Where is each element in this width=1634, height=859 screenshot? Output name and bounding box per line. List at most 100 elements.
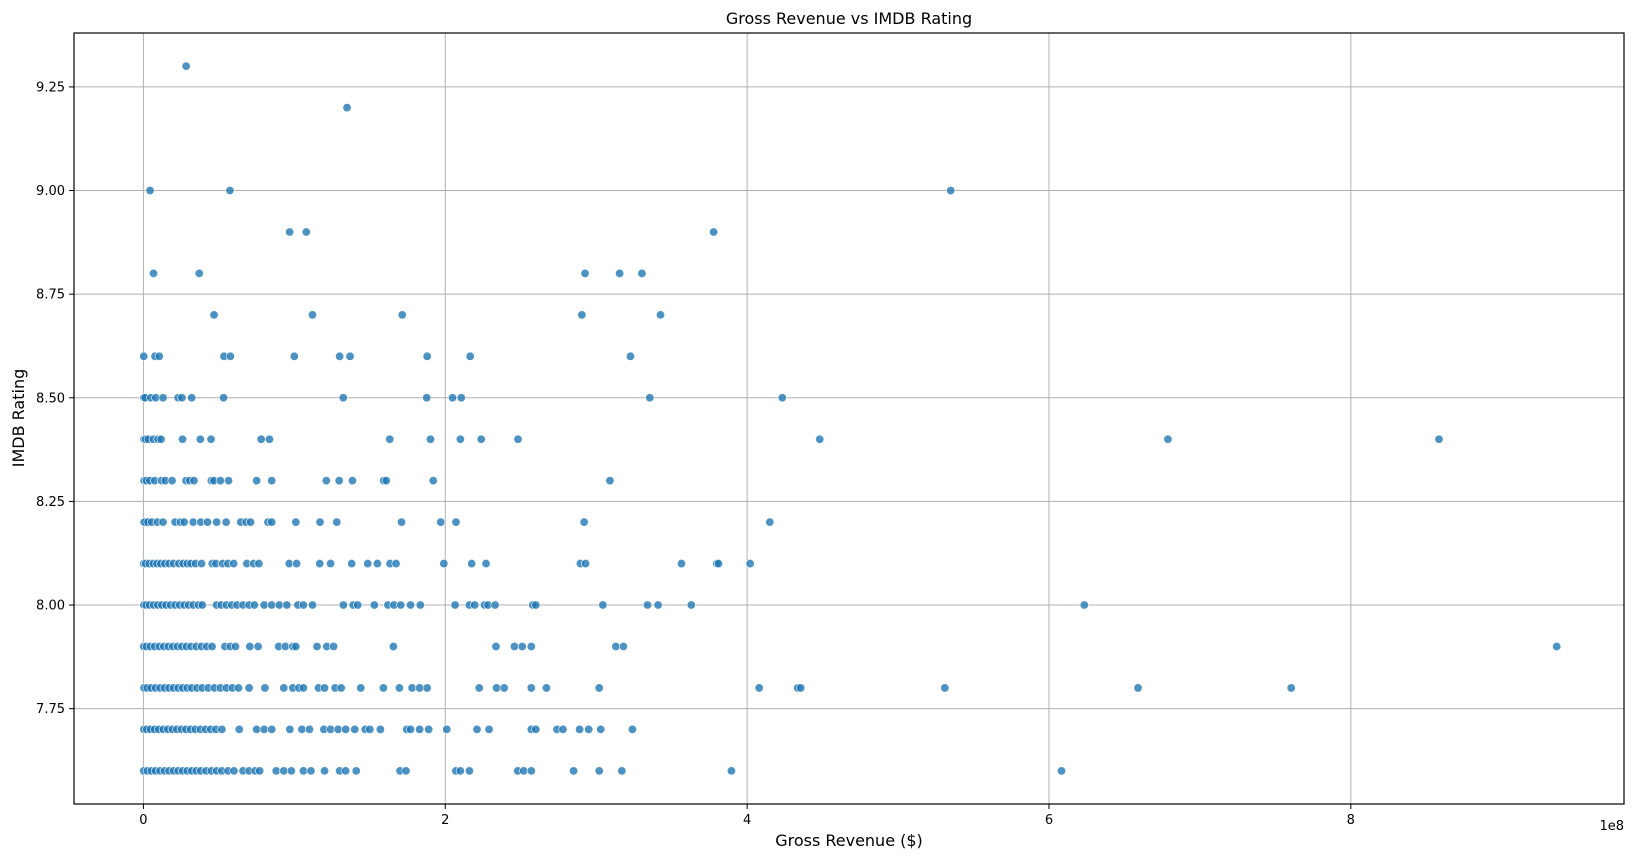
data-point bbox=[212, 517, 222, 527]
data-point bbox=[615, 268, 625, 278]
data-point bbox=[513, 434, 523, 444]
data-point bbox=[256, 434, 266, 444]
x-axis-label: Gross Revenue ($) bbox=[775, 831, 923, 850]
data-point bbox=[203, 517, 213, 527]
data-point bbox=[451, 517, 461, 527]
data-point bbox=[338, 600, 348, 610]
data-point bbox=[230, 641, 240, 651]
data-point bbox=[754, 683, 764, 693]
data-point bbox=[653, 600, 663, 610]
data-point bbox=[456, 393, 466, 403]
data-point bbox=[422, 393, 432, 403]
data-point bbox=[617, 766, 627, 776]
data-point bbox=[224, 476, 234, 486]
data-point bbox=[350, 724, 360, 734]
data-point bbox=[145, 186, 155, 196]
data-point bbox=[297, 724, 307, 734]
data-point bbox=[946, 186, 956, 196]
ticks-layer: 0 2 4 6 8 7.75 8.00 8.25 8.50 8.75 9.00 9.25 bbox=[36, 80, 1355, 828]
data-point bbox=[225, 186, 235, 196]
data-point bbox=[307, 310, 317, 320]
data-point bbox=[531, 724, 541, 734]
data-point bbox=[321, 476, 331, 486]
data-point bbox=[197, 559, 207, 569]
data-point bbox=[618, 641, 628, 651]
data-point bbox=[291, 641, 301, 651]
grid-layer bbox=[74, 33, 1624, 804]
data-point bbox=[335, 351, 345, 361]
data-point bbox=[347, 559, 357, 569]
data-point bbox=[777, 393, 787, 403]
data-point bbox=[577, 310, 587, 320]
x-tick-label: 6 bbox=[1045, 813, 1053, 828]
data-point bbox=[491, 641, 501, 651]
data-point bbox=[476, 434, 486, 444]
data-point bbox=[686, 600, 696, 610]
data-point bbox=[274, 600, 284, 610]
data-point bbox=[267, 724, 277, 734]
data-point bbox=[369, 600, 379, 610]
data-point bbox=[407, 683, 417, 693]
data-point bbox=[436, 517, 446, 527]
x-axis-offset-label: 1e8 bbox=[1599, 819, 1624, 834]
data-point bbox=[713, 559, 723, 569]
data-point bbox=[415, 683, 425, 693]
y-tick-label: 7.75 bbox=[36, 702, 65, 717]
data-point bbox=[1133, 683, 1143, 693]
data-point bbox=[267, 476, 277, 486]
data-point bbox=[401, 766, 411, 776]
data-point bbox=[298, 766, 308, 776]
data-point bbox=[375, 724, 385, 734]
data-point bbox=[470, 600, 480, 610]
data-point bbox=[709, 227, 719, 237]
data-point bbox=[195, 434, 205, 444]
chart-title: Gross Revenue vs IMDB Rating bbox=[726, 9, 972, 28]
y-axis-label: IMDB Rating bbox=[9, 369, 28, 468]
data-point bbox=[581, 559, 591, 569]
data-point bbox=[481, 559, 491, 569]
data-point bbox=[267, 517, 277, 527]
data-point bbox=[285, 724, 295, 734]
data-point bbox=[332, 517, 342, 527]
data-point bbox=[260, 683, 270, 693]
data-point bbox=[334, 476, 344, 486]
data-point bbox=[342, 103, 352, 113]
data-point bbox=[605, 476, 615, 486]
data-point bbox=[217, 724, 227, 734]
data-point bbox=[341, 724, 351, 734]
data-point bbox=[291, 517, 301, 527]
data-point bbox=[815, 434, 825, 444]
data-point bbox=[267, 600, 277, 610]
data-point bbox=[558, 724, 568, 734]
data-point bbox=[249, 600, 259, 610]
data-point bbox=[356, 683, 366, 693]
data-point bbox=[569, 766, 579, 776]
data-point bbox=[158, 393, 168, 403]
x-tick-label: 2 bbox=[441, 813, 449, 828]
data-point bbox=[492, 683, 502, 693]
data-point bbox=[1434, 434, 1444, 444]
y-tick-label: 8.00 bbox=[36, 599, 65, 614]
data-point bbox=[455, 766, 465, 776]
data-point bbox=[676, 559, 686, 569]
y-tick-label: 9.00 bbox=[36, 184, 65, 199]
x-tick-label: 0 bbox=[139, 813, 147, 828]
data-point bbox=[234, 683, 244, 693]
data-point bbox=[189, 476, 199, 486]
data-point bbox=[372, 559, 382, 569]
data-point bbox=[194, 268, 204, 278]
data-point bbox=[397, 310, 407, 320]
data-point bbox=[255, 766, 265, 776]
data-point bbox=[301, 227, 311, 237]
data-point bbox=[765, 517, 775, 527]
data-point bbox=[415, 600, 425, 610]
data-point bbox=[422, 683, 432, 693]
data-point bbox=[259, 724, 269, 734]
data-point bbox=[315, 517, 325, 527]
y-tick-label: 8.75 bbox=[36, 288, 65, 303]
data-point bbox=[365, 724, 375, 734]
data-point bbox=[363, 559, 373, 569]
data-point bbox=[580, 268, 590, 278]
data-point bbox=[385, 434, 395, 444]
y-tick-label: 8.50 bbox=[36, 391, 65, 406]
